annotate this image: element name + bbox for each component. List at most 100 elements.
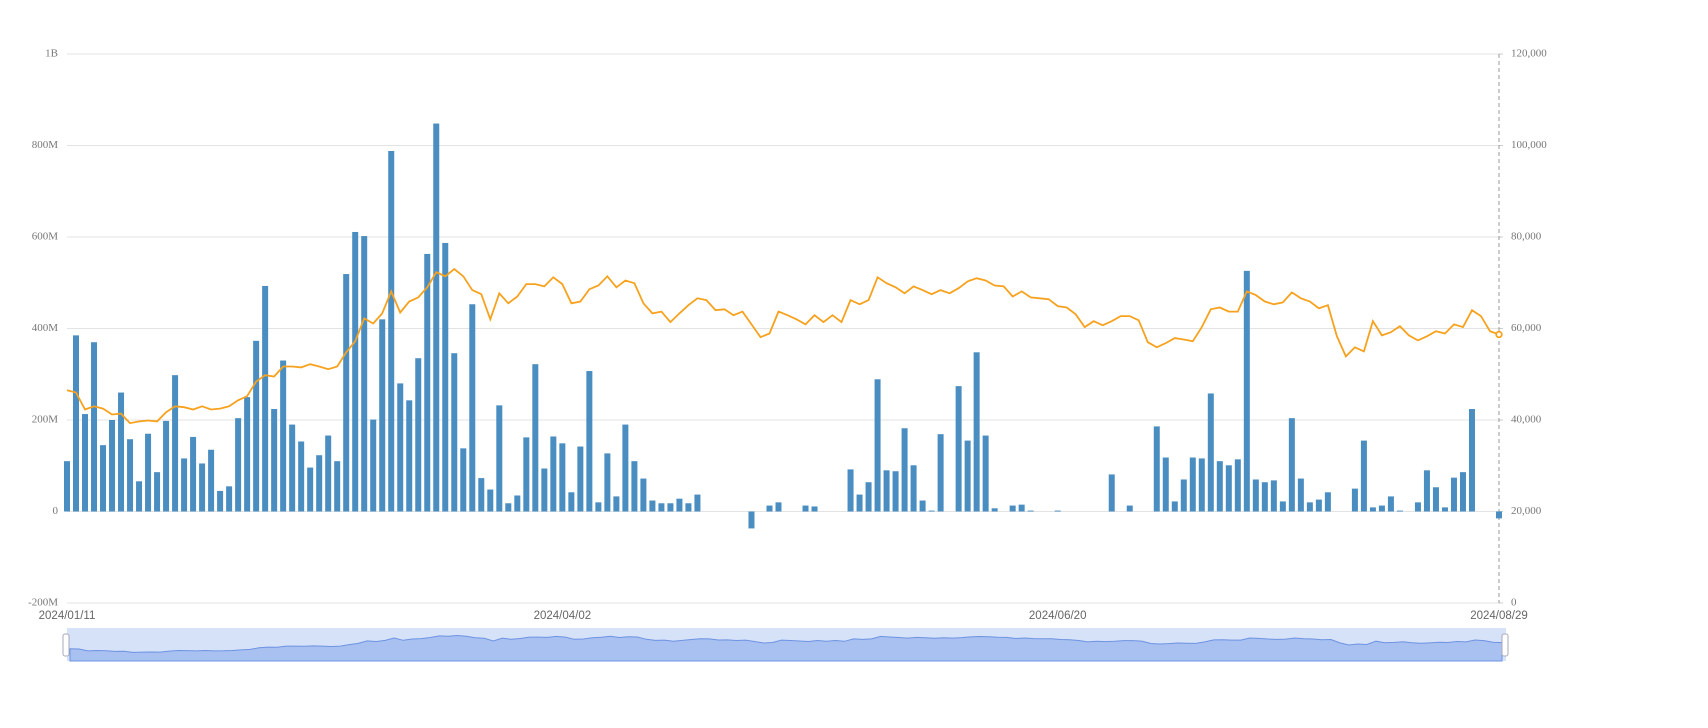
bar [631, 461, 638, 512]
grid [67, 53, 1499, 604]
bar [919, 500, 926, 512]
bar [226, 486, 233, 512]
bar [379, 319, 386, 512]
bar [1198, 458, 1205, 512]
bar [1423, 470, 1430, 512]
bar [892, 471, 899, 512]
bar [361, 236, 368, 512]
bar [982, 435, 989, 512]
bar [1171, 501, 1178, 512]
bar [253, 340, 260, 512]
bar [613, 496, 620, 512]
bar [1189, 457, 1196, 512]
bar [586, 371, 593, 512]
zoom-handle[interactable] [62, 633, 70, 657]
y2-tick-label: 0 [1511, 597, 1517, 609]
bar [316, 455, 323, 512]
bar [127, 439, 134, 512]
y-tick-label: 200M [32, 414, 59, 426]
bar [370, 419, 377, 512]
bar [487, 489, 494, 512]
bar [496, 405, 503, 512]
bar [352, 231, 359, 512]
bar [847, 469, 854, 512]
bar [397, 383, 404, 512]
y-tick-label: 1B [45, 48, 58, 60]
bar [1243, 270, 1250, 512]
bar [955, 386, 962, 512]
bar [199, 463, 206, 512]
y-tick-label: 600M [32, 231, 59, 243]
bar [1270, 480, 1277, 512]
bar [1387, 496, 1394, 512]
bar [271, 409, 278, 512]
bar [343, 274, 350, 512]
bar [694, 494, 701, 512]
bar [577, 446, 584, 512]
bar [910, 465, 917, 512]
bar [514, 495, 521, 512]
bar [667, 503, 674, 512]
y2-tick-label: 20,000 [1511, 505, 1542, 517]
bar [289, 424, 296, 512]
bar [658, 503, 665, 512]
bar [172, 375, 179, 512]
bar [154, 472, 161, 512]
bar [901, 428, 908, 512]
bar [865, 482, 872, 512]
bar [100, 445, 107, 512]
bar [1180, 479, 1187, 512]
zoom-preview [69, 634, 1503, 662]
bar [478, 478, 485, 512]
bar [91, 342, 98, 512]
bar [775, 502, 782, 512]
bar [163, 420, 170, 512]
line [66, 267, 1500, 425]
bar [883, 470, 890, 512]
bar [1207, 393, 1214, 512]
bar [451, 353, 458, 512]
bar [406, 400, 413, 512]
bar [640, 478, 647, 512]
bar [1459, 472, 1466, 512]
zoom-handle[interactable] [1501, 633, 1509, 657]
bar [1432, 487, 1439, 512]
x-tick-label: 2024/04/02 [534, 610, 592, 622]
x-tick-label: 2024/06/20 [1029, 610, 1087, 622]
bar [469, 304, 476, 512]
bar [532, 364, 539, 512]
bar [1279, 501, 1286, 512]
bar [541, 468, 548, 512]
bar [262, 285, 269, 512]
y2-tick-label: 120,000 [1511, 48, 1547, 60]
bar [748, 511, 755, 529]
bar [235, 418, 242, 512]
bar [811, 506, 818, 512]
bar [1315, 499, 1322, 512]
bar [190, 436, 197, 512]
bar [1351, 488, 1358, 512]
zoom-area [69, 634, 1503, 662]
bar [118, 392, 125, 512]
bar [505, 503, 512, 512]
bar [622, 424, 629, 512]
bar [1441, 507, 1448, 512]
bar [649, 500, 656, 512]
y-tick-label: 800M [32, 139, 59, 151]
bar [559, 443, 566, 512]
bar [208, 449, 215, 512]
bar [1108, 474, 1115, 512]
bar [1414, 502, 1421, 512]
bar [280, 360, 287, 512]
bar [1369, 507, 1376, 512]
bar [973, 352, 980, 512]
bar [433, 123, 440, 512]
bar [82, 414, 89, 512]
x-tick-label: 2024/08/29 [1470, 610, 1528, 622]
bar [1468, 409, 1475, 512]
bar [136, 481, 143, 512]
bar [1261, 482, 1268, 512]
bar [1324, 492, 1331, 512]
bar [1450, 477, 1457, 512]
bar [1360, 440, 1367, 512]
